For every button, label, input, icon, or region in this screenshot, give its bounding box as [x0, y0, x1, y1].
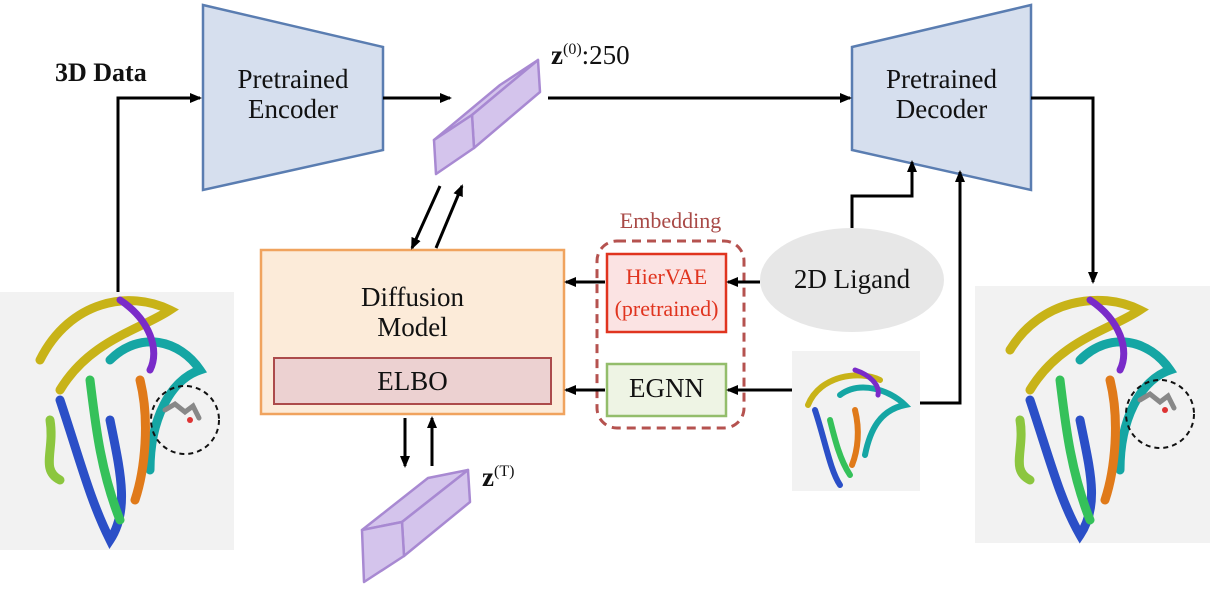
arrow-latent-to-diffusion — [410, 185, 442, 250]
arrow-ligand-to-decoder — [850, 160, 917, 228]
latent-z0-suffix: :250 — [581, 40, 630, 70]
latent-z0-prism — [432, 58, 542, 176]
decoder-label: Pretrained Decoder — [852, 64, 1031, 124]
encoder-label-line1: Pretrained — [237, 64, 349, 94]
encoder-label-line2: Encoder — [248, 94, 338, 125]
hiervae-label-line1: HierVAE — [625, 264, 708, 289]
encoder-trapezoid — [201, 3, 385, 192]
diffusion-label-line1: Diffusion — [360, 282, 464, 312]
arrow-diffusion-to-latent — [434, 184, 464, 249]
embedding-dashed-frame — [595, 239, 746, 430]
encoder-label: Pretrained Encoder — [203, 64, 383, 124]
embedding-title: Embedding — [619, 208, 722, 233]
ligand-label: 2D Ligand — [793, 264, 911, 294]
decoder-trapezoid — [850, 3, 1033, 192]
hiervae-label-line2: (pretrained) — [614, 295, 719, 321]
egnn-box — [605, 362, 728, 418]
latent-zT-superscript: (T) — [493, 463, 515, 480]
latent-z0-superscript: (0) — [562, 41, 582, 58]
latent-zT-symbol: z — [482, 462, 494, 492]
input-label: 3D Data — [55, 58, 147, 87]
egnn-label: EGNN — [629, 373, 704, 403]
diffusion-model-label: Diffusion Model — [261, 282, 564, 342]
protein-ribbon-left — [35, 296, 208, 549]
latent-zT-prism — [360, 468, 472, 584]
elbo-label: ELBO — [377, 366, 448, 396]
decoder-label-line1: Pretrained — [886, 64, 997, 94]
hiervae-label: HierVAE (pretrained) — [607, 261, 726, 325]
hiervae-box — [605, 252, 728, 334]
binding-site-circle-right — [1125, 379, 1195, 449]
protein-ribbon-middle — [805, 367, 912, 488]
ligand-ellipse — [760, 228, 944, 332]
arrow-data-to-encoder — [116, 93, 202, 292]
diffusion-label-line2: Model — [377, 312, 448, 343]
decoder-label-line2: Decoder — [895, 94, 988, 125]
latent-z0-label: z(0):250 — [551, 40, 630, 70]
arrow-protein-to-decoder — [920, 170, 965, 405]
latent-z0-symbol: z — [551, 40, 563, 70]
binding-site-circle-left — [150, 385, 220, 455]
protein-ribbon-right — [1005, 295, 1178, 544]
elbo-box — [273, 357, 552, 405]
latent-zT-label: z(T) — [482, 462, 514, 492]
arrow-decoder-to-output — [1031, 96, 1098, 284]
